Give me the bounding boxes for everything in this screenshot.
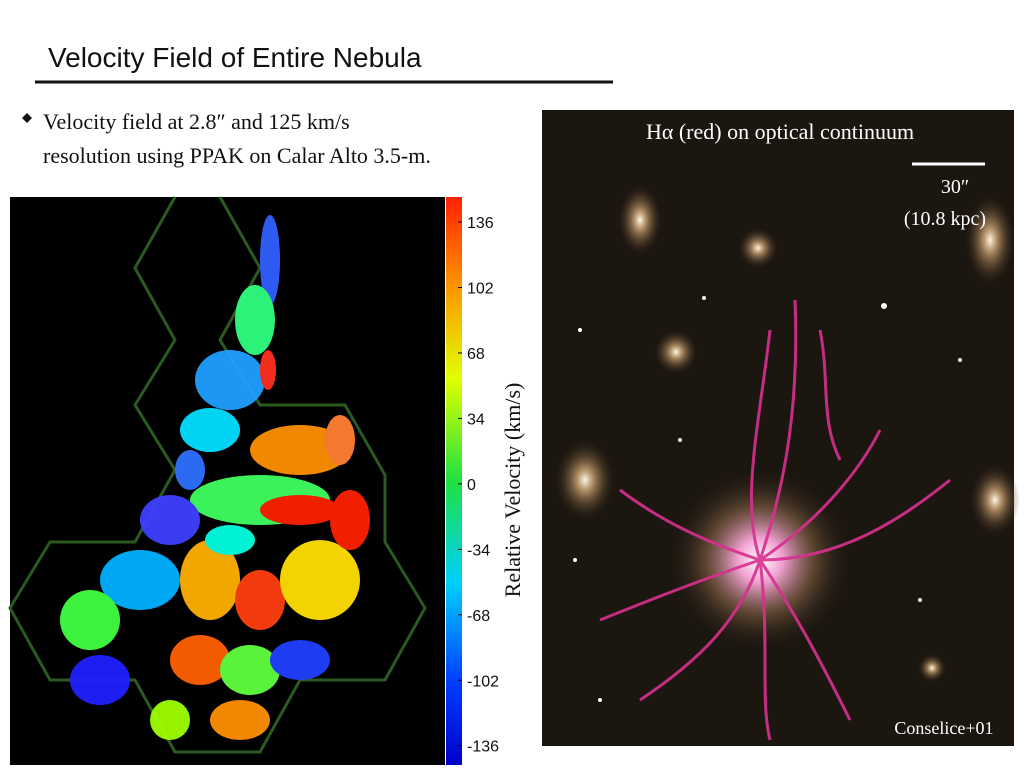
colorbar-tick-label: -68 <box>467 608 490 625</box>
colorbar <box>446 197 462 765</box>
nebula-image <box>542 110 1020 746</box>
colorbar-tick-label: 0 <box>467 477 476 494</box>
image-credit: Conselice+01 <box>894 718 993 738</box>
colorbar-tick-label: -34 <box>467 542 490 559</box>
colorbar-tick-label: 136 <box>467 215 494 232</box>
colorbar-tick-label: -102 <box>467 673 499 690</box>
scale-kpc: (10.8 kpc) <box>904 208 986 230</box>
colorbar-label: Relative Velocity (km/s) <box>500 383 525 598</box>
colorbar-tick-label: 68 <box>467 346 485 363</box>
velocity-map <box>8 196 462 765</box>
bullet-text: resolution using PPAK on Calar Alto 3.5-… <box>43 143 431 168</box>
colorbar-tick-label: 34 <box>467 411 485 428</box>
colorbar-tick-label: -136 <box>467 739 499 756</box>
scale-label: 30″ <box>941 176 969 198</box>
image-caption: Hα (red) on optical continuum <box>646 119 914 144</box>
slide-title: Velocity Field of Entire Nebula <box>48 42 422 73</box>
colorbar-tick-label: 102 <box>467 280 494 297</box>
bullet-text: Velocity field at 2.8″ and 125 km/s <box>43 109 350 134</box>
bullet-icon <box>22 113 32 123</box>
